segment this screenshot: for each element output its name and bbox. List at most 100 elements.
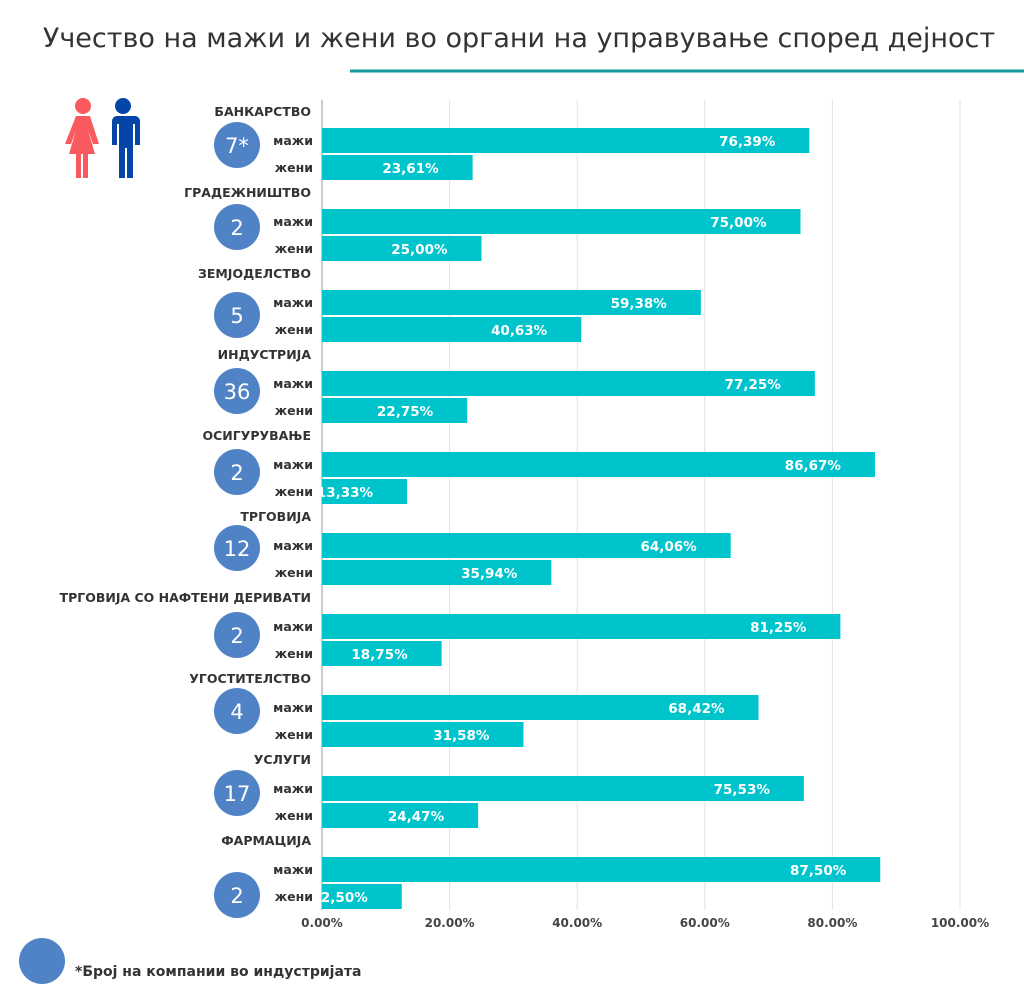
series-label: жени bbox=[275, 484, 313, 499]
category-group: ОСИГУРУВАЊЕ 2 мажи 86,67% жени 13,33% bbox=[202, 428, 875, 504]
bar-value-label: 18,75% bbox=[351, 647, 408, 663]
series-label: мажи bbox=[273, 781, 313, 796]
company-count-circle bbox=[214, 292, 260, 338]
series-label: мажи bbox=[273, 538, 313, 553]
bar-male bbox=[322, 533, 731, 558]
series-label: мажи bbox=[273, 214, 313, 229]
female-icon bbox=[65, 98, 99, 178]
company-count: 5 bbox=[230, 304, 243, 328]
company-count-circle bbox=[214, 449, 260, 495]
company-count: 36 bbox=[224, 380, 251, 404]
series-label: мажи bbox=[273, 700, 313, 715]
male-icon bbox=[111, 98, 140, 178]
category-label: ЗЕМЈОДЕЛСТВО bbox=[198, 266, 311, 281]
bar-female bbox=[322, 398, 468, 423]
series-label: жени bbox=[275, 565, 313, 580]
bar-value-label: 40,63% bbox=[491, 323, 548, 339]
bar-female bbox=[322, 479, 408, 504]
series-label: жени bbox=[275, 160, 313, 175]
category-group: ИНДУСТРИЈА 36 мажи 77,25% жени 22,75% bbox=[214, 347, 815, 423]
bar-female bbox=[322, 317, 582, 342]
bar-male bbox=[322, 695, 759, 720]
series-label: жени bbox=[275, 889, 313, 904]
bar-value-label: 31,58% bbox=[433, 728, 490, 744]
bar-value-label: 75,00% bbox=[710, 215, 767, 231]
bar-male bbox=[322, 857, 881, 882]
x-tick-label: 0.00% bbox=[301, 916, 343, 930]
bar-value-label: 12,50% bbox=[312, 890, 369, 906]
series-label: мажи bbox=[273, 862, 313, 877]
company-count-circle bbox=[214, 368, 260, 414]
company-count-circle bbox=[214, 770, 260, 816]
bar-female bbox=[322, 722, 524, 747]
bar-value-label: 64,06% bbox=[640, 539, 697, 555]
company-count: 12 bbox=[224, 537, 251, 561]
category-group: ТРГОВИЈА 12 мажи 64,06% жени 35,94% bbox=[214, 509, 731, 585]
category-group: УГОСТИТЕЛСТВО 4 мажи 68,42% жени 31,58% bbox=[189, 671, 759, 747]
bar-female bbox=[322, 641, 442, 666]
bar-female bbox=[322, 560, 552, 585]
bar-value-label: 68,42% bbox=[668, 701, 725, 717]
category-label: ТРГОВИЈА bbox=[240, 509, 311, 524]
category-group: ЗЕМЈОДЕЛСТВО 5 мажи 59,38% жени 40,63% bbox=[198, 266, 701, 342]
bar-value-label: 86,67% bbox=[785, 458, 842, 474]
company-count-circle bbox=[214, 204, 260, 250]
footnote: *Број на компании во индустријата bbox=[75, 964, 361, 980]
company-count-circle bbox=[214, 612, 260, 658]
series-label: жени bbox=[275, 646, 313, 661]
series-label: мажи bbox=[273, 133, 313, 148]
category-label: ГРАДЕЖНИШТВО bbox=[184, 185, 311, 200]
series-label: мажи bbox=[273, 376, 313, 391]
bar-male bbox=[322, 128, 810, 153]
bar-female bbox=[322, 803, 479, 828]
bar-value-label: 25,00% bbox=[391, 242, 448, 258]
category-group: БАНКАРСТВО 7* мажи 76,39% жени 23,61% bbox=[214, 104, 810, 180]
category-label: ИНДУСТРИЈА bbox=[218, 347, 312, 362]
company-count: 4 bbox=[230, 700, 243, 724]
bar-female bbox=[322, 236, 482, 261]
company-count-circle bbox=[214, 525, 260, 571]
category-label: БАНКАРСТВО bbox=[214, 104, 311, 119]
company-count: 2 bbox=[230, 461, 243, 485]
bar-value-label: 59,38% bbox=[611, 296, 668, 312]
series-label: мажи bbox=[273, 619, 313, 634]
company-count: 2 bbox=[230, 884, 243, 908]
series-label: мажи bbox=[273, 295, 313, 310]
bar-value-label: 13,33% bbox=[317, 485, 374, 501]
bar-male bbox=[322, 371, 815, 396]
company-count-circle bbox=[214, 688, 260, 734]
category-label: УГОСТИТЕЛСТВО bbox=[189, 671, 311, 686]
bar-value-label: 22,75% bbox=[377, 404, 434, 420]
category-group: ГРАДЕЖНИШТВО 2 мажи 75,00% жени 25,00% bbox=[184, 185, 801, 261]
bar-male bbox=[322, 614, 841, 639]
category-label: ОСИГУРУВАЊЕ bbox=[202, 428, 311, 443]
bar-value-label: 81,25% bbox=[750, 620, 807, 636]
bar-female bbox=[322, 884, 402, 909]
category-group: ТРГОВИЈА СО НАФТЕНИ ДЕРИВАТИ 2 мажи 81,25% ж… bbox=[60, 590, 841, 666]
x-tick-label: 60.00% bbox=[680, 916, 730, 930]
x-tick-label: 100.00% bbox=[931, 916, 989, 930]
company-count: 2 bbox=[230, 624, 243, 648]
chart-title: Учество на мажи и жени во органи на упра… bbox=[43, 23, 995, 54]
bar-value-label: 87,50% bbox=[790, 863, 847, 879]
bar-value-label: 24,47% bbox=[388, 809, 445, 825]
company-count: 17 bbox=[224, 782, 251, 806]
company-count-circle bbox=[214, 122, 260, 168]
series-label: мажи bbox=[273, 457, 313, 472]
category-label: ФАРМАЦИЈА bbox=[221, 833, 311, 848]
category-label: ТРГОВИЈА СО НАФТЕНИ ДЕРИВАТИ bbox=[60, 590, 311, 605]
x-tick-label: 40.00% bbox=[552, 916, 602, 930]
category-label: УСЛУГИ bbox=[254, 752, 311, 767]
series-label: жени bbox=[275, 727, 313, 742]
series-label: жени bbox=[275, 241, 313, 256]
bar-male bbox=[322, 209, 801, 234]
x-tick-label: 20.00% bbox=[425, 916, 475, 930]
series-label: жени bbox=[275, 808, 313, 823]
bar-male bbox=[322, 776, 804, 801]
bar-value-label: 23,61% bbox=[382, 161, 439, 177]
bar-male bbox=[322, 452, 875, 477]
series-label: жени bbox=[275, 322, 313, 337]
